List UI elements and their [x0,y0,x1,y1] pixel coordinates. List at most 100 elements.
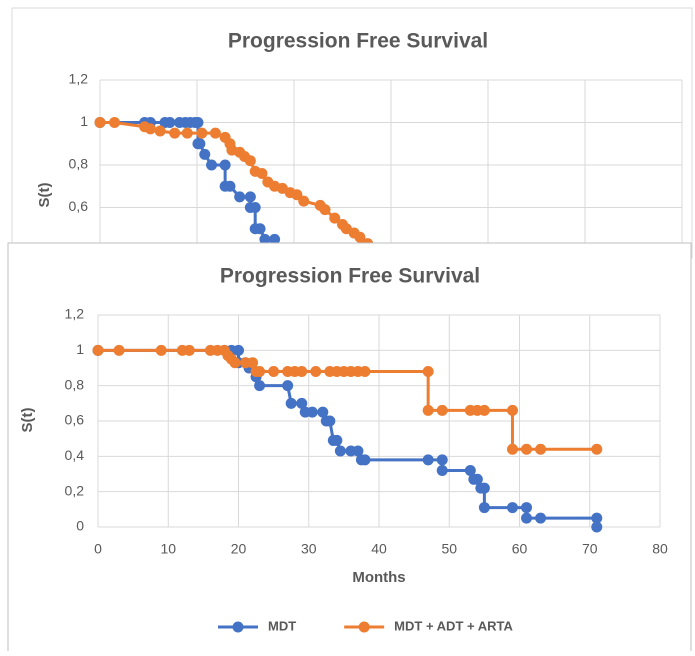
data-point [422,366,434,378]
y-tick-label: 0,8 [65,376,85,392]
y-tick-label: 0,6 [69,198,89,214]
data-point [478,502,490,514]
data-point [234,191,246,203]
data-point [334,445,346,457]
data-point [317,406,329,418]
data-point [219,159,231,171]
data-point [591,512,603,524]
legend-label: MDT + ADT + ARTA [394,618,513,633]
legend-marker [232,621,244,633]
data-point [296,366,308,378]
data-point [331,434,343,446]
data-point [155,344,167,356]
data-point [199,148,211,160]
top-panel [11,7,693,259]
data-point [285,397,297,409]
data-point [471,473,483,485]
data-point [254,223,266,235]
x-tick-label: 40 [371,541,387,557]
data-point [436,464,448,476]
data-point [324,415,336,427]
y-tick-label: 1 [80,113,88,129]
data-point [329,212,341,224]
data-point [506,404,518,416]
data-point [244,155,256,167]
y-axis-title: S(t) [36,183,53,208]
data-point [436,404,448,416]
data-point [354,231,366,243]
data-point [169,127,181,139]
data-point [144,123,156,135]
y-tick-label: 0,2 [65,482,85,498]
data-point [422,404,434,416]
y-tick-label: 0,4 [65,447,85,463]
data-point [259,233,271,243]
y-axis-title: S(t) [19,408,36,433]
data-point [209,127,221,139]
data-point [164,117,176,128]
data-point [92,344,104,356]
data-point [506,502,518,514]
data-point [254,366,266,378]
data-point [113,344,125,356]
data-point [359,366,371,378]
x-axis-title: Months [352,569,405,586]
y-tick-label: 1,2 [69,71,89,87]
data-point [422,454,434,466]
chart-title: Progression Free Survival [228,30,488,53]
data-point [192,117,204,128]
data-point [269,233,281,243]
legend-label: MDT [268,618,296,633]
y-tick-label: 0,6 [65,412,85,428]
data-point [591,521,603,533]
data-point [247,357,259,369]
x-tick-label: 70 [582,541,598,557]
data-point [535,512,547,524]
data-point [478,404,490,416]
x-tick-label: 30 [301,541,317,557]
data-point [206,159,218,171]
x-tick-label: 60 [512,541,528,557]
data-point [362,238,374,243]
data-point [478,482,490,494]
data-point [109,117,121,128]
data-point [196,127,208,139]
data-point [298,195,310,207]
data-point [352,445,364,457]
data-point [154,125,166,137]
data-point [359,454,371,466]
y-tick-label: 1 [76,341,84,357]
data-point [181,127,193,139]
data-point [268,366,280,378]
y-tick-label: 1,2 [65,306,85,322]
y-tick-label: 0 [76,518,84,534]
x-tick-label: 20 [231,541,247,557]
data-point [535,443,547,455]
top-chart: 1,2 1 0,8 0,6 Progression Free Survival S(t) [36,30,683,243]
data-point [249,202,261,213]
data-point [521,443,533,455]
data-point [244,191,256,203]
data-point [233,344,244,356]
data-point [464,464,476,476]
data-point [94,117,106,128]
x-tick-label: 50 [441,541,457,557]
data-point [254,380,266,392]
data-point [436,454,448,466]
data-point [506,443,518,455]
data-point [296,397,308,409]
chart-title: Progression Free Survival [220,265,480,288]
data-point [229,357,241,369]
data-point [282,380,294,392]
x-tick-label: 80 [652,541,668,557]
x-tick-label: 10 [160,541,176,557]
bottom-chart: 0 0,2 0,4 0,6 0,8 1 1,2 0 10 20 30 40 50 60 70 80 Progre… [19,265,668,634]
data-point [306,406,318,418]
data-point [521,512,533,524]
y-tick-label: 0,8 [69,156,89,172]
data-point [319,204,331,216]
data-point [521,502,533,514]
data-point [183,344,195,356]
data-point [591,443,603,455]
